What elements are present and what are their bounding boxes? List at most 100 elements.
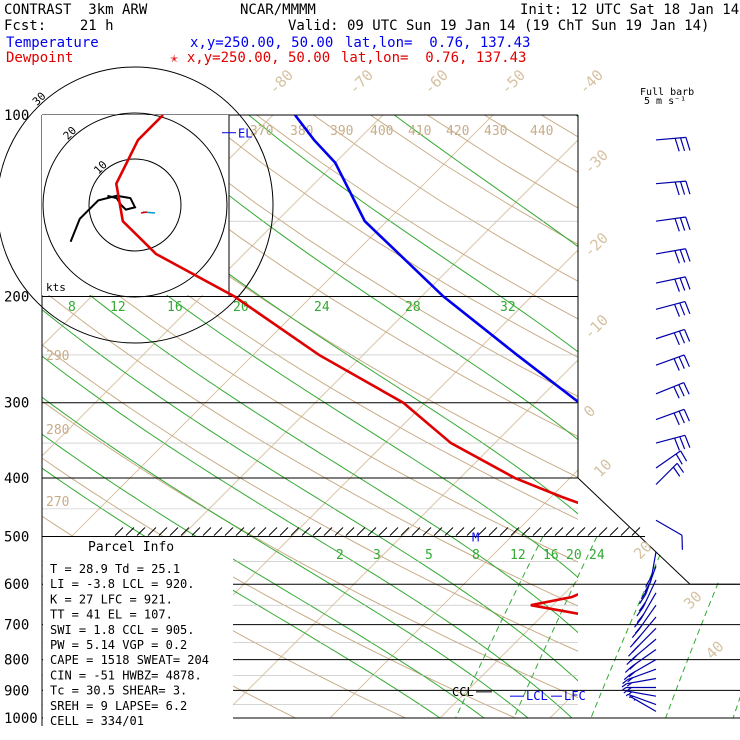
mixing-ratio-label: 24 xyxy=(314,300,330,315)
wind-barb xyxy=(631,604,657,638)
wind-barb-flag xyxy=(627,686,632,691)
wind-barb-shaft xyxy=(655,450,681,469)
mixing-ratio-label: 24 xyxy=(589,548,605,563)
wind-barb-flag xyxy=(623,690,627,694)
parcel-info-row: SWI = 1.8 CCL = 905. xyxy=(50,623,195,637)
theta-label: 430 xyxy=(484,124,507,139)
freezing-hatch xyxy=(290,527,300,536)
parcel-info-row: PW = 5.14 VGP = 0.2 xyxy=(50,638,187,652)
wind-barb-flag xyxy=(673,304,680,317)
theta-label: 370 xyxy=(250,124,273,139)
freezing-hatch xyxy=(224,527,234,536)
wind-barb-flag xyxy=(679,277,686,291)
dry-adiabat-line xyxy=(598,115,740,718)
freezing-hatch xyxy=(598,527,608,536)
mixing-ratio-label: 28 xyxy=(405,300,421,315)
wind-barb xyxy=(655,462,685,485)
dewpoint-latlon: lat,lon= 0.76, 137.43 xyxy=(341,50,527,66)
freezing-hatch xyxy=(565,527,575,536)
lcl-label: LCL xyxy=(526,689,548,703)
freezing-hatch xyxy=(477,527,487,536)
wind-barb xyxy=(629,695,657,712)
temperature-legend: Temperature xyxy=(6,35,99,51)
wind-barb-flag xyxy=(675,453,683,465)
wind-barb xyxy=(655,276,691,292)
theta-label: 290 xyxy=(46,349,69,364)
dry-adiabat-line xyxy=(484,115,578,173)
freezing-hatch xyxy=(367,527,377,536)
wind-barb-flag xyxy=(684,301,691,315)
freezing-hatch xyxy=(499,527,509,536)
pressure-label: 800 xyxy=(4,653,29,669)
parcel-info-row: SREH = 9 LAPSE= 6.2 xyxy=(50,699,187,713)
wind-barb-flag xyxy=(631,645,640,653)
lfc-label: LFC xyxy=(564,689,586,703)
freezing-hatch xyxy=(587,527,597,536)
freezing-hatch xyxy=(169,527,179,536)
wind-barb-flag xyxy=(684,435,691,448)
freezing-hatch xyxy=(455,527,465,536)
theta-label: 400 xyxy=(370,124,393,139)
valid-time: Valid: 09 UTC Sun 19 Jan 14 (19 ChT Sun … xyxy=(288,18,710,34)
dry-adiabat-line xyxy=(712,115,740,718)
wind-barb-flag xyxy=(683,382,690,395)
wind-barb-flag xyxy=(678,356,685,369)
freezing-hatch xyxy=(609,527,619,536)
pressure-label: 400 xyxy=(4,471,29,487)
temperature-tick: -10 xyxy=(580,311,612,343)
theta-label: 270 xyxy=(46,495,69,510)
freezing-hatch xyxy=(312,527,322,536)
temperature-tick: -30 xyxy=(580,146,612,178)
freezing-hatch xyxy=(400,527,410,536)
dewpoint-xy: ✭ x,y=250.00, 50.00 xyxy=(170,50,331,66)
temperature-tick: -80 xyxy=(265,66,297,98)
wind-barb-flag xyxy=(683,329,691,342)
wind-barb-flag xyxy=(673,437,680,451)
hodograph-ring xyxy=(88,158,182,252)
wind-barb xyxy=(622,668,657,685)
wind-barb-flag xyxy=(622,686,627,691)
wind-barb-flag xyxy=(685,180,691,195)
parcel-info-row: CIN = -51 HWBZ= 4878. xyxy=(50,668,202,682)
freezing-hatch xyxy=(543,527,553,536)
temperature-tick: 40 xyxy=(702,637,728,663)
theta-label: 390 xyxy=(330,124,353,139)
freezing-hatch xyxy=(279,527,289,536)
wind-barb xyxy=(655,216,691,232)
wind-barb-flag xyxy=(684,276,691,290)
wind-barb-flag xyxy=(680,450,688,462)
wind-barb-flag xyxy=(679,217,686,231)
wind-barb-flag xyxy=(683,354,690,368)
mixing-ratio-label: 16 xyxy=(543,548,559,563)
mixing-ratio-label: 8 xyxy=(68,300,76,315)
wind-barb-flag xyxy=(672,466,681,477)
mixing-ratio-label: 8 xyxy=(472,548,480,563)
temperature-profile xyxy=(293,115,578,404)
wind-barb-flag xyxy=(679,249,686,263)
wind-barb-flag xyxy=(626,682,633,687)
freezing-hatch xyxy=(620,527,630,536)
pressure-label: 1000 xyxy=(4,711,38,727)
pressure-label: 500 xyxy=(4,529,29,545)
dry-adiabat-line xyxy=(199,115,578,358)
wind-barb-flag xyxy=(684,248,691,262)
hodograph-ring xyxy=(42,112,228,298)
wind-barb-shaft xyxy=(629,695,657,712)
parcel-info-row: CELL = 334/01 xyxy=(50,714,144,728)
mixing-ratio-line xyxy=(455,536,544,719)
freezing-hatch xyxy=(488,527,498,536)
temperature-tick: 10 xyxy=(590,455,616,481)
wind-barb-flag xyxy=(685,216,691,231)
dry-adiabat-line xyxy=(655,115,740,718)
freezing-hatch xyxy=(411,527,421,536)
temperature-tick: -40 xyxy=(575,66,607,98)
isotherm-line xyxy=(660,115,740,718)
wind-barb-flag xyxy=(679,137,686,152)
wind-barb xyxy=(626,638,657,666)
wind-barb-flag xyxy=(630,654,638,662)
temperature-tick: -50 xyxy=(497,66,529,98)
wind-barb xyxy=(621,677,657,688)
wind-barb xyxy=(655,408,690,426)
wind-barb-flag xyxy=(674,138,680,152)
wind-barb-shaft xyxy=(655,519,683,536)
